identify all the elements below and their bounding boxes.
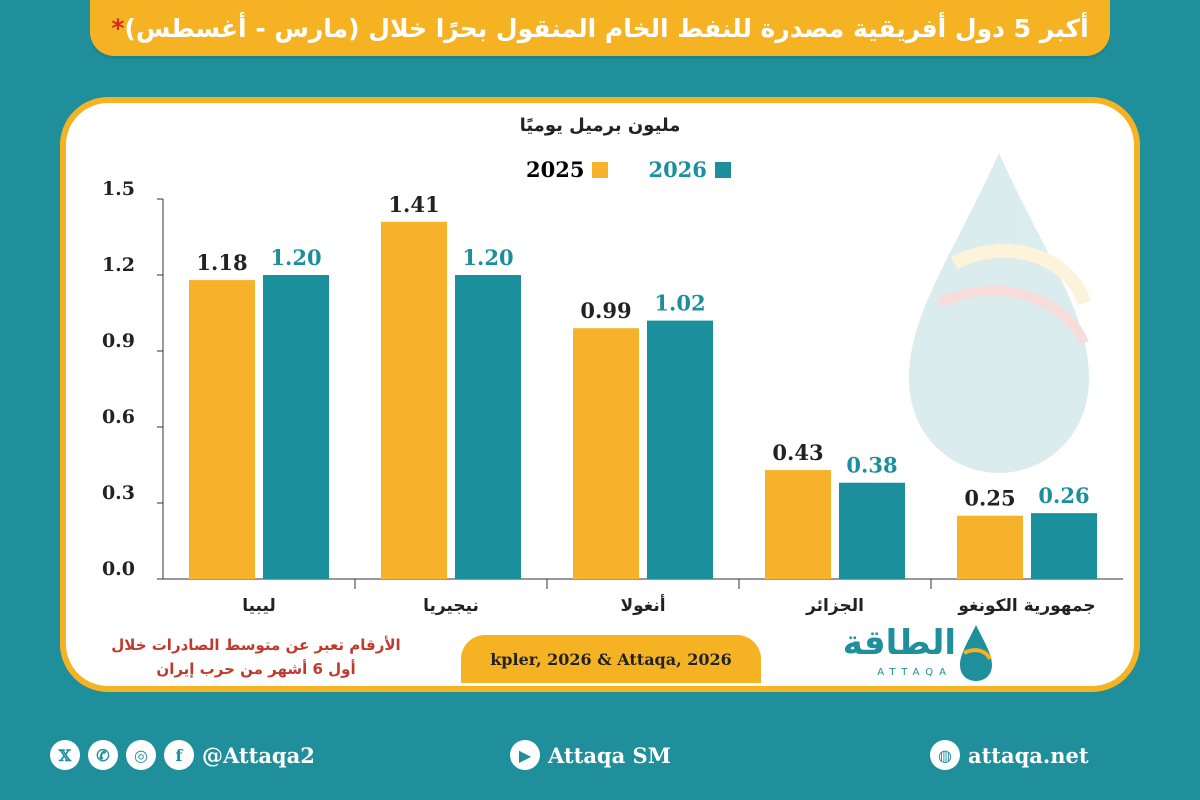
data-label-2025: 1.18 [196,250,247,275]
bar-2025 [381,221,447,580]
data-label-2026: 1.02 [654,291,705,316]
youtube-icon[interactable]: ▶ [510,740,540,770]
bar-chart: 0.0 0.3 0.6 0.9 1.2 1.5 1.18 1.20 ليبيا 1.41 1.20 ن… [102,178,1123,616]
bar-2025 [189,280,255,579]
footnote-line-2: أول 6 أشهر من حرب إيران [156,660,356,678]
bar-2025 [765,470,831,579]
bar-2025 [573,328,639,579]
youtube-group: ▶ Attaqa SM [510,740,671,770]
brand-drop-icon [960,625,992,681]
category-label: نيجيريا [423,596,479,616]
y-tick-label: 0.6 [102,406,135,428]
data-label-2026: 0.26 [1038,483,1089,508]
instagram-icon[interactable]: ◎ [126,740,156,770]
bar-2026 [263,275,329,579]
y-axis-unit: مليون برميل يوميًا [519,115,681,136]
y-tick-label: 1.5 [102,178,135,200]
bar-2025 [957,515,1023,579]
data-label-2025: 0.43 [772,440,823,465]
legend-item-2025: 2025 [526,157,609,182]
legend: 2025 2026 [526,157,731,182]
legend-label-2025: 2025 [526,157,585,182]
legend-item-2026: 2026 [648,157,731,182]
youtube-handle[interactable]: Attaqa SM [548,742,671,768]
footnote-line-1: الأرقام تعبر عن متوسط الصادرات خلال [111,636,401,654]
category-label: الجزائر [805,596,864,616]
social-handle[interactable]: @Attaqa2 [202,742,315,768]
bar-2026 [455,275,521,579]
legend-label-2026: 2026 [648,157,707,182]
bar-2026 [839,482,905,579]
globe-icon[interactable]: ◍ [930,740,960,770]
data-label-2025: 0.25 [964,486,1015,511]
title-asterisk: * [111,13,125,43]
brand-name-en: ATTAQA [877,667,952,678]
title-bar: أكبر 5 دول أفريقية مصدرة للنفط الخام الم… [90,0,1110,56]
category-label: أنغولا [620,594,665,616]
data-label-2026: 1.20 [462,245,513,270]
whatsapp-icon[interactable]: ✆ [88,740,118,770]
watermark-drop-icon [909,153,1091,473]
data-label-2026: 1.20 [270,245,321,270]
footer: 𝕏 ✆ ◎ f @Attaqa2 ▶ Attaqa SM ◍ attaqa.ne… [0,728,1200,784]
y-tick-label: 0.9 [102,330,135,352]
y-tick-label: 1.2 [102,254,135,276]
bar-2026 [1031,513,1097,579]
brand-name-ar: الطاقة [842,623,956,663]
data-label-2025: 1.41 [388,192,439,217]
y-tick-label: 0.3 [102,482,135,504]
social-group: 𝕏 ✆ ◎ f @Attaqa2 [50,740,315,770]
website-link[interactable]: attaqa.net [968,742,1089,768]
footnote: الأرقام تعبر عن متوسط الصادرات خلال أول … [86,633,426,681]
legend-swatch-2026 [714,161,731,178]
legend-swatch-2025 [592,161,609,178]
category-label: ليبيا [242,596,276,616]
brand-logo: الطاقة ATTAQA [826,623,996,686]
website-group: ◍ attaqa.net [930,740,1089,770]
y-tick-label: 0.0 [102,558,135,580]
facebook-icon[interactable]: f [164,740,194,770]
x-icon[interactable]: 𝕏 [50,740,80,770]
category-label: جمهورية الكونغو [957,596,1095,616]
bar-2026 [647,320,713,579]
chart-card: مليون برميل يوميًا 2025 2026 0.0 0.3 0.6 0.… [60,97,1140,692]
data-label-2025: 0.99 [580,298,631,323]
data-label-2026: 0.38 [846,453,897,478]
source-label: kpler, 2026 & Attaqa, 2026 [461,635,761,683]
chart-title: أكبر 5 دول أفريقية مصدرة للنفط الخام الم… [111,13,1089,43]
